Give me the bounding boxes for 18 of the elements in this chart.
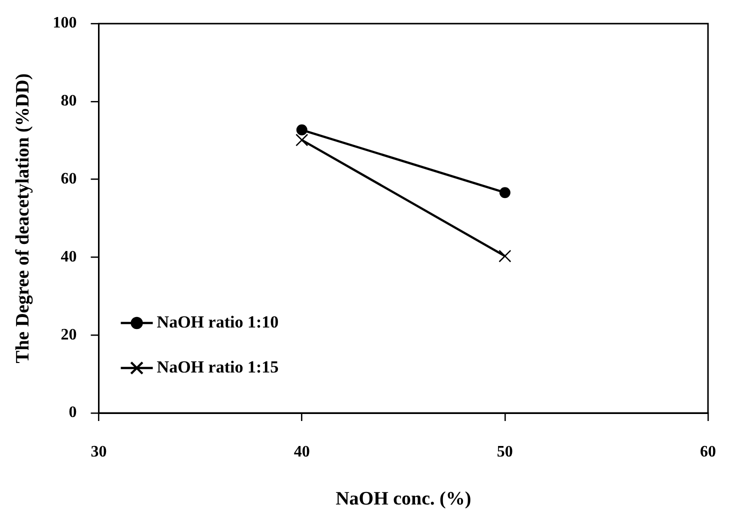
y-axis-title: The Degree of deacetylation (%DD) [12, 73, 34, 364]
y-tick-label: 40 [60, 248, 77, 266]
point [296, 124, 308, 136]
point [296, 134, 308, 146]
y-tick-label: 80 [60, 92, 77, 110]
y-tick-label: 0 [68, 404, 77, 422]
point [499, 187, 510, 198]
x-tick-label: 40 [294, 444, 310, 461]
x-tick-label: 50 [496, 444, 513, 461]
y-tick-label: 100 [52, 14, 77, 32]
x-tick-label: 60 [700, 444, 716, 461]
y-tick-label: 20 [60, 326, 77, 344]
x-tick-label: 30 [90, 444, 107, 461]
y-tick-label: 60 [60, 170, 77, 188]
legend-label: NaOH ratio 1:10 [156, 312, 279, 332]
x-axis-title: NaOH conc. (%) [336, 488, 472, 510]
point [498, 250, 512, 262]
legend-label: NaOH ratio 1:15 [156, 357, 279, 376]
